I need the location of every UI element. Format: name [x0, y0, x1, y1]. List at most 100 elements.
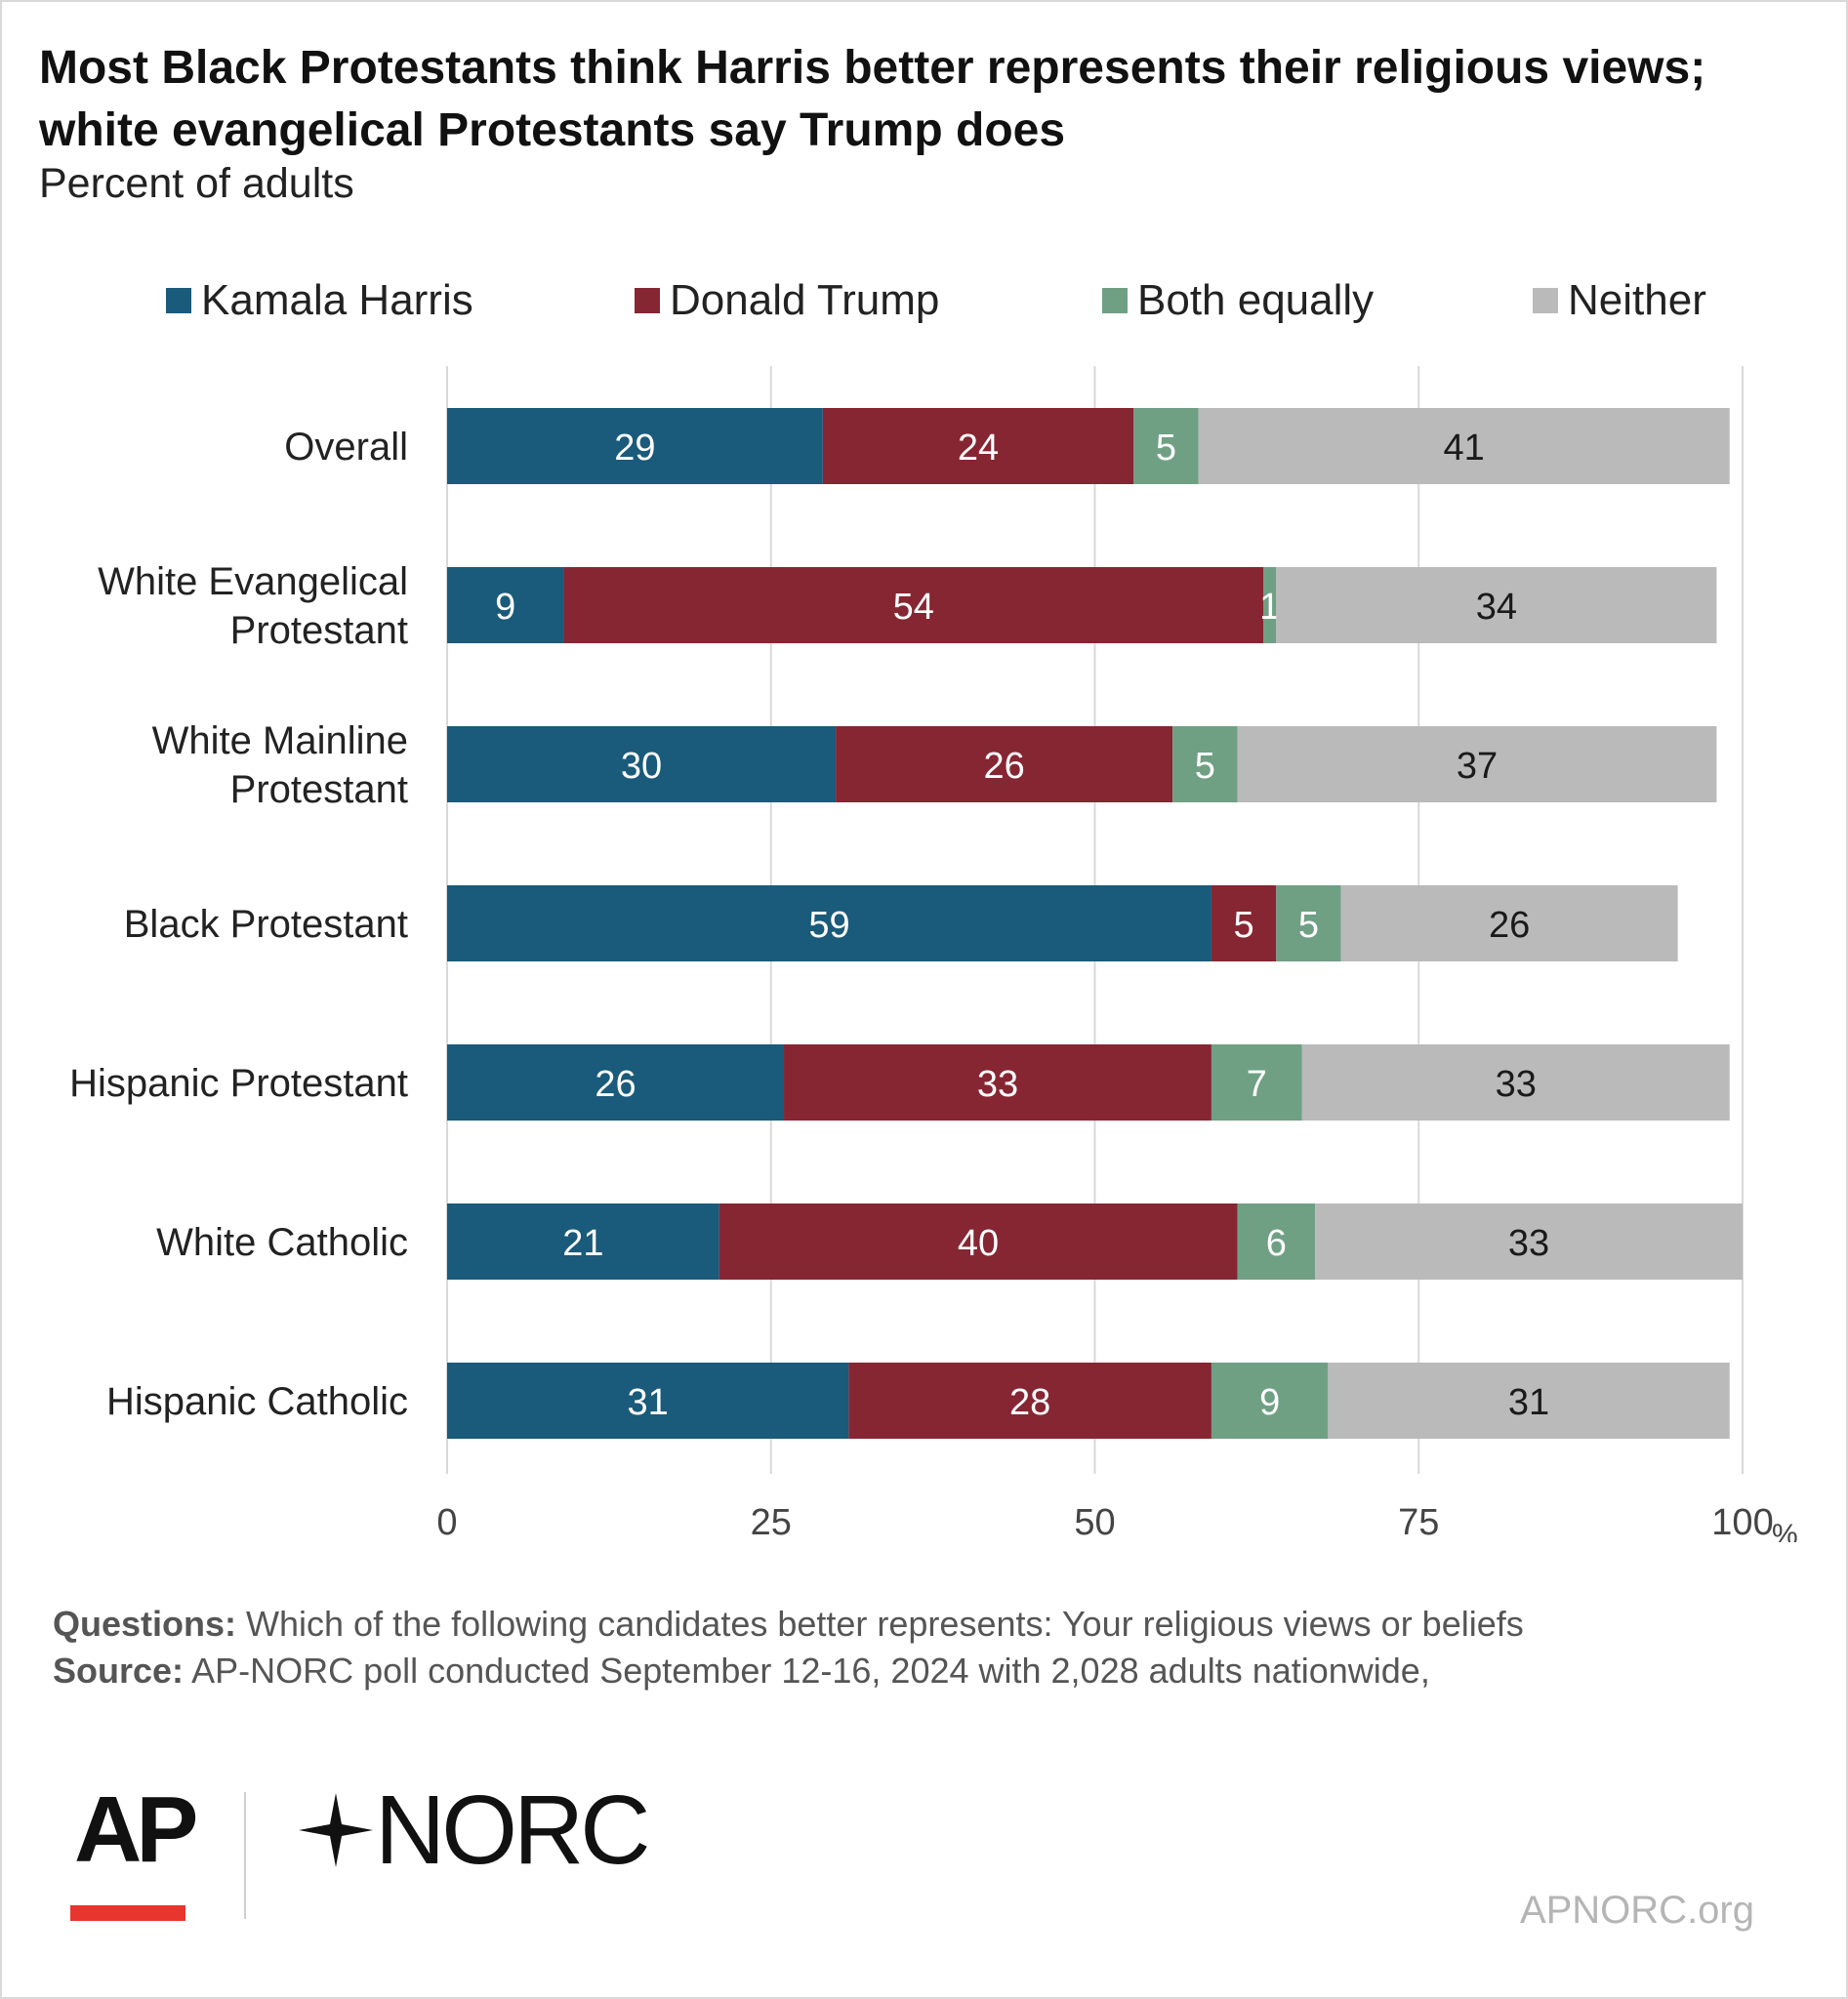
bar-segment: [836, 726, 1173, 802]
x-tick-label: 25: [751, 1502, 792, 1542]
data-label: 26: [983, 746, 1024, 787]
legend-swatch-both: [1102, 288, 1128, 313]
data-label: 24: [958, 428, 999, 469]
bar-segment: [447, 726, 837, 802]
category-label: Black Protestant: [124, 903, 408, 946]
legend: Kamala Harris Donald Trump Both equally …: [0, 273, 1848, 328]
source-note: Source: AP-NORC poll conducted September…: [53, 1648, 1524, 1694]
ap-logo: AP: [74, 1777, 198, 1882]
x-unit-label: %: [1772, 1519, 1798, 1542]
bar-segment: [1301, 1044, 1730, 1121]
data-label: 33: [1496, 1064, 1537, 1105]
legend-item-neither: Neither: [1533, 273, 1706, 328]
data-label: 7: [1247, 1064, 1267, 1105]
bar-segment: [447, 885, 1211, 961]
bar-segment: [1276, 567, 1717, 643]
data-label: 54: [893, 587, 934, 628]
ap-logo-bar: [70, 1905, 185, 1921]
bar-segment: [1172, 726, 1238, 802]
data-label: 21: [562, 1223, 603, 1264]
bar-segment: [719, 1203, 1238, 1280]
bar-segment: [1211, 1044, 1302, 1121]
questions-note: Questions: Which of the following candid…: [53, 1601, 1524, 1648]
data-label: 5: [1195, 746, 1215, 787]
x-tick-label: 50: [1074, 1502, 1115, 1542]
data-label: 31: [628, 1382, 669, 1423]
data-label: 9: [1259, 1382, 1280, 1423]
data-label: 40: [958, 1223, 999, 1264]
bar-segment: [1276, 885, 1341, 961]
data-label: 9: [495, 587, 515, 628]
source-text: AP-NORC poll conducted September 12-16, …: [191, 1651, 1430, 1691]
bar-segment: [1133, 408, 1199, 484]
x-tick-label: 100: [1711, 1502, 1773, 1542]
bar-segment: [848, 1363, 1211, 1439]
data-label: 34: [1476, 587, 1517, 628]
x-tick-label: 75: [1398, 1502, 1439, 1542]
legend-item-harris: Kamala Harris: [166, 273, 473, 328]
bar-segment: [1237, 1203, 1316, 1280]
bar-segment: [822, 408, 1134, 484]
source-label: Source:: [53, 1651, 185, 1691]
chart-title: Most Black Protestants think Harris bett…: [39, 42, 1706, 156]
data-label: 29: [614, 428, 655, 469]
category-label: Protestant: [230, 768, 408, 811]
data-label: 5: [1234, 905, 1254, 946]
norc-logo: NORC: [297, 1775, 650, 1885]
notes: Questions: Which of the following candid…: [53, 1601, 1524, 1694]
bar-segment: [1263, 567, 1277, 643]
site-url: APNORC.org: [1519, 1889, 1754, 1932]
legend-item-trump: Donald Trump: [635, 273, 939, 328]
chart-subtitle: Percent of adults: [39, 160, 354, 207]
category-label: Protestant: [230, 609, 408, 652]
data-label: 33: [977, 1064, 1018, 1105]
legend-swatch-trump: [635, 288, 660, 313]
bar-segment: [1211, 885, 1277, 961]
category-label: White Evangelical: [98, 560, 408, 603]
data-label: 59: [808, 905, 849, 946]
data-label: 26: [1489, 905, 1530, 946]
x-tick-label: 0: [436, 1502, 457, 1542]
category-label: White Catholic: [156, 1221, 408, 1264]
bar-segment: [1237, 726, 1717, 802]
data-label: 31: [1508, 1382, 1549, 1423]
data-label: 41: [1444, 428, 1485, 469]
category-label: White Mainline: [152, 719, 408, 762]
bar-segment: [784, 1044, 1211, 1121]
data-label: 5: [1298, 905, 1319, 946]
legend-swatch-neither: [1533, 288, 1558, 313]
bar-segment: [447, 1363, 849, 1439]
category-label: Hispanic Protestant: [69, 1062, 408, 1105]
data-label: 6: [1266, 1223, 1287, 1264]
data-label: 1: [1259, 587, 1280, 628]
bar-segment: [1328, 1363, 1730, 1439]
data-label: 5: [1156, 428, 1176, 469]
data-label: 26: [595, 1064, 636, 1105]
bar-segment: [1315, 1203, 1743, 1280]
legend-label-neither: Neither: [1568, 276, 1706, 324]
data-label: 37: [1457, 746, 1498, 787]
bar-segment: [447, 1044, 785, 1121]
data-label: 33: [1508, 1223, 1549, 1264]
logo-divider: [244, 1792, 246, 1919]
norc-logo-text: NORC: [375, 1775, 650, 1885]
questions-label: Questions:: [53, 1604, 237, 1644]
norc-star-icon: [299, 1793, 373, 1867]
category-label: Hispanic Catholic: [106, 1380, 408, 1423]
bar-segment: [1198, 408, 1730, 484]
legend-label-harris: Kamala Harris: [201, 276, 473, 324]
legend-label-trump: Donald Trump: [670, 276, 940, 324]
legend-swatch-harris: [166, 288, 191, 313]
legend-label-both: Both equally: [1137, 276, 1375, 324]
data-label: 30: [621, 746, 662, 787]
category-label: Overall: [284, 426, 408, 469]
bar-segment: [563, 567, 1264, 643]
bar-segment: [1340, 885, 1678, 961]
questions-text: Which of the following candidates better…: [246, 1604, 1524, 1644]
bar-segment: [447, 1203, 719, 1280]
bar-segment: [447, 567, 564, 643]
legend-item-both: Both equally: [1102, 273, 1374, 328]
bar-segment: [447, 408, 823, 484]
